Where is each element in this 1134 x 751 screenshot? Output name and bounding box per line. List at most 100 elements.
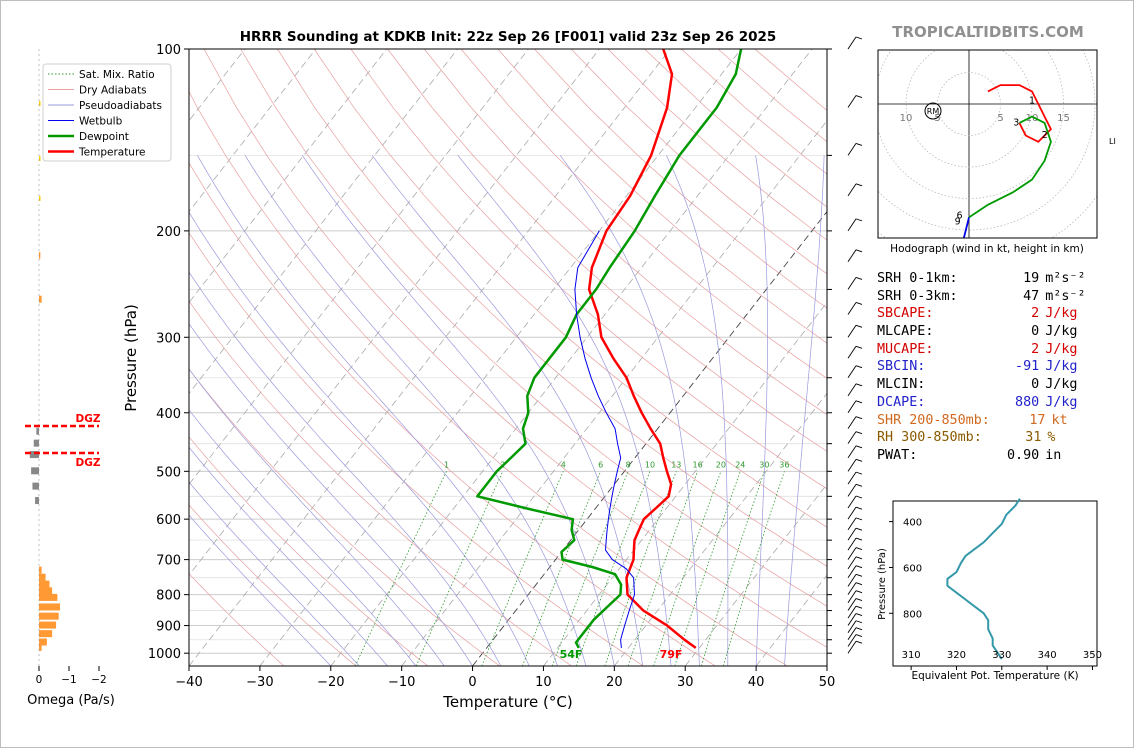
theta-e-xtick-label: 310 (902, 650, 921, 661)
wind-barb (847, 527, 857, 541)
index-row: MUCAPE: 2 J/kg (877, 342, 1107, 360)
mixing-ratio-label: 8 (626, 460, 631, 469)
index-row: SRH 0-3km: 47 m²s⁻² (877, 289, 1107, 307)
wind-barb (847, 537, 857, 551)
y-tick-label: 800 (156, 589, 181, 604)
omega-bar (39, 587, 53, 595)
y-tick-label: 600 (156, 513, 181, 528)
hodo-height-label: 2 (1042, 130, 1048, 141)
wind-barb-flag (855, 590, 863, 594)
wind-barb-flag (855, 620, 863, 624)
wind-barb (847, 416, 857, 429)
omega-tick-label: 0 (36, 674, 43, 686)
hodo-height-label: 1 (1029, 96, 1035, 107)
omega-bar (39, 573, 46, 581)
hodo-ring (878, 50, 1096, 231)
wind-barb (847, 277, 857, 290)
skewt-plot: 1 2 4 6 8 10 13 16 20 24 30 36 −40 −30 −20 −10 0 10 20 30 4… (122, 43, 835, 711)
moist-adiabat (666, 155, 729, 666)
wind-barb-flag (855, 302, 863, 305)
wind-barb (847, 598, 857, 611)
moist-adiabat (189, 481, 360, 666)
dry-adiabat (203, 49, 827, 648)
dry-adiabat (189, 573, 285, 666)
wind-barb (847, 249, 857, 263)
index-unit: m²s⁻² (1045, 288, 1086, 304)
storm-motion-marker (924, 102, 942, 120)
omega-bar (39, 603, 60, 611)
index-value: 31 (1025, 430, 1042, 446)
x-tick-label: −30 (246, 675, 273, 690)
hodograph-frame (877, 49, 1098, 239)
y-tick-label: 200 (156, 225, 181, 240)
mixing-ratio-line (722, 471, 785, 666)
omega-bar (39, 251, 41, 259)
y-tick-label: 400 (156, 407, 181, 422)
wind-barb (847, 484, 857, 497)
omega-bar (39, 638, 47, 646)
omega-bar (29, 451, 39, 459)
moist-adiabat (371, 155, 644, 666)
index-unit: in (1045, 447, 1062, 463)
wind-barb (847, 36, 857, 50)
x-tick-label: −20 (317, 675, 344, 690)
index-unit: J/kg (1045, 377, 1078, 393)
dry-adiabat (189, 300, 572, 666)
wind-barb-flag (855, 95, 863, 98)
isotherm-line (543, 301, 827, 666)
wind-barb (847, 218, 857, 232)
theta-e-panel: Equivalent Pot. Temperature (K) Pressure… (877, 498, 1102, 682)
wind-barb-flag (855, 640, 863, 644)
isotherm-line (330, 49, 813, 666)
wind-barb (847, 400, 857, 414)
series-wetbulb (574, 230, 635, 648)
hodo-segment (987, 84, 1052, 143)
mixing-ratio-line (653, 471, 722, 666)
mixing-ratio-label: 36 (779, 460, 789, 469)
moist-adiabat (457, 155, 672, 666)
isotherm-line (189, 49, 388, 304)
wind-barb (847, 620, 857, 633)
index-label: SHR 200-850mb: (877, 412, 990, 428)
legend-entry: Dry Adiabats (79, 85, 147, 97)
dry-adiabat (534, 49, 827, 309)
omega-bar (39, 621, 57, 629)
mixing-ratio-line (551, 471, 629, 666)
dry-adiabat (189, 162, 716, 666)
index-label: SBCAPE: (877, 306, 934, 322)
isotherm-line (189, 49, 671, 666)
wind-barb-flag (855, 547, 863, 551)
omega-bar (39, 101, 41, 106)
wind-barb-flag (855, 345, 863, 349)
index-value: -91 (1015, 359, 1040, 375)
dry-adiabat (189, 232, 644, 666)
wind-barb (847, 613, 857, 626)
mixing-ratio-label: 4 (561, 460, 566, 469)
legend-entry: Temperature (78, 147, 146, 159)
moist-adiabat (189, 514, 332, 666)
index-row: SBCIN: -91 J/kg (877, 359, 1107, 377)
mixing-ratio-label: 30 (759, 460, 769, 469)
wind-barb (847, 506, 857, 520)
hodo-height-label: 9 (955, 217, 961, 228)
wind-barb-flag (855, 365, 863, 369)
mixing-ratio-line (604, 471, 677, 666)
wind-barbs (827, 36, 863, 654)
wind-barb (847, 302, 857, 315)
wind-barb-flag (855, 517, 863, 521)
index-value: 2 (1031, 306, 1040, 322)
y-tick-label: 500 (156, 465, 181, 480)
index-label: DCAPE: (877, 394, 926, 410)
index-unit: J/kg (1045, 341, 1078, 357)
wind-barb (847, 143, 857, 156)
surface-dewpoint-label: 54F (560, 648, 583, 661)
mixing-ratio-label: 20 (716, 460, 726, 469)
hodo-ring (905, 50, 1033, 168)
dgz-label: DGZ (76, 413, 101, 425)
wind-barb-flag (855, 573, 863, 577)
mixing-ratio-label: 16 (692, 460, 702, 469)
moist-adiabat (784, 155, 825, 666)
surface-temp-label: 79F (660, 648, 683, 661)
x-tick-label: −10 (388, 675, 415, 690)
